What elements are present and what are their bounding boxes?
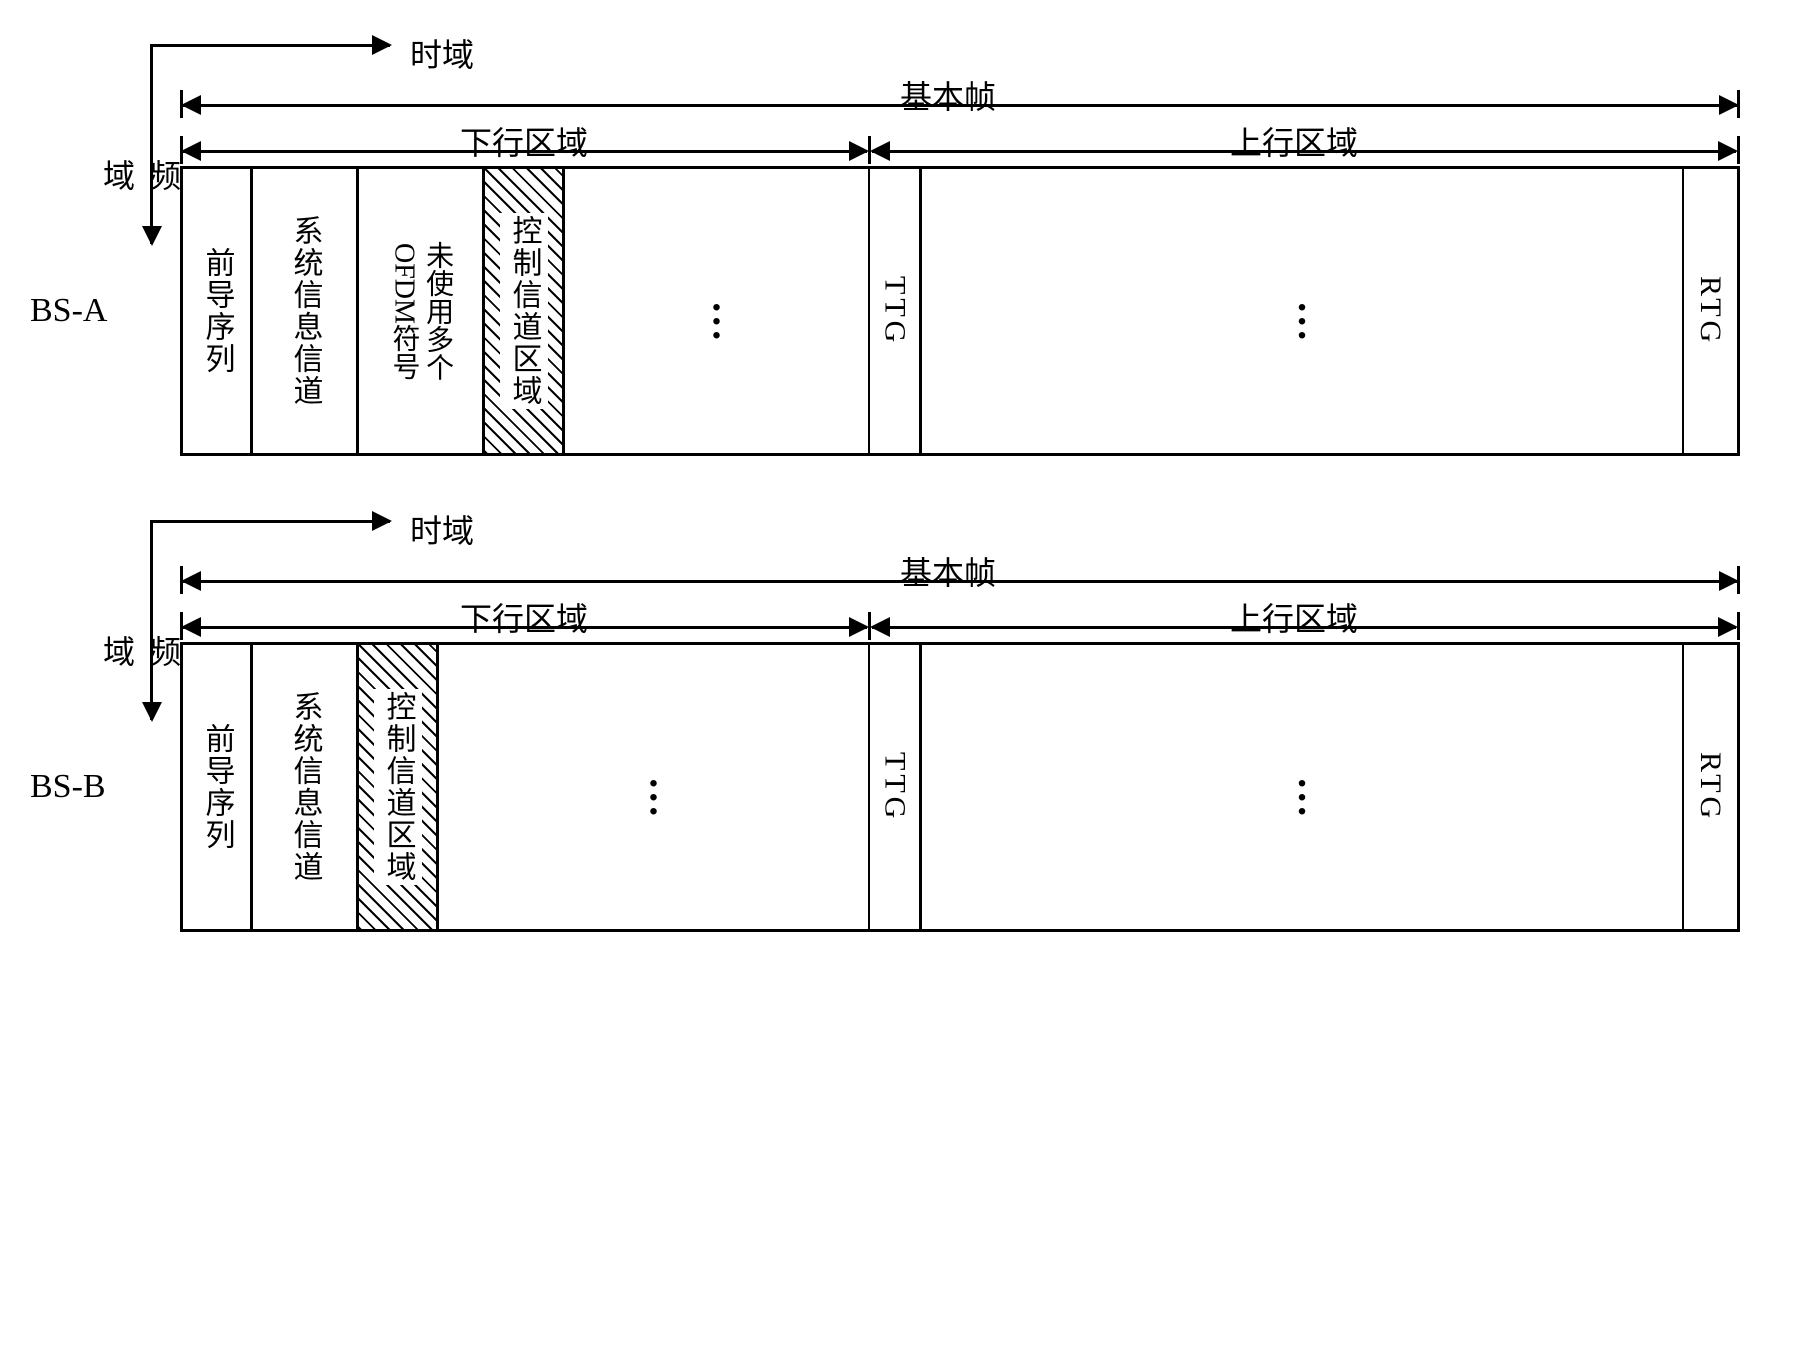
bs-b-label: BS-B (20, 768, 180, 806)
frame-a: 前导序列 系统信息信道 未使用多个 OFDM符号 控制信道区域 ... TTG (180, 166, 1740, 456)
frame-row-a: BS-A 前导序列 系统信息信道 未使用多个 OFDM符号 控制信道区域 ... (20, 166, 1785, 456)
seg-ctrl-region: 控制信道区域 (485, 169, 565, 453)
seg-sys-info: 系统信息信道 (253, 169, 359, 453)
range-arrows-a: 基本帧 下行区域 上行区域 (180, 70, 1785, 162)
basic-frame-range: 基本帧 (180, 546, 1785, 592)
seg-preamble: 前导序列 (183, 645, 253, 929)
vdots-icon: ... (1297, 766, 1307, 808)
freq-axis-arrow (150, 520, 153, 720)
frame-b: 前导序列 系统信息信道 控制信道区域 ... TTG ... RTG (180, 642, 1740, 932)
downlink-label: 下行区域 (460, 118, 588, 164)
uplink-label: 上行区域 (1230, 118, 1358, 164)
diagram-bs-a: 时域 频域 基本帧 下行区域 上行区域 BS-A 前导序列 (20, 20, 1785, 456)
vdots-icon: ... (1297, 290, 1307, 332)
time-axis-arrow (150, 520, 390, 523)
freq-axis-label: 频域 (94, 159, 186, 197)
seg-rtg: RTG (1684, 169, 1736, 453)
basic-frame-label: 基本帧 (900, 548, 996, 594)
basic-frame-label: 基本帧 (900, 72, 996, 118)
seg-dl-dots: ... (565, 169, 870, 453)
seg-ul-dots: ... (922, 169, 1684, 453)
seg-preamble: 前导序列 (183, 169, 253, 453)
diagram-bs-b: 时域 频域 基本帧 下行区域 上行区域 BS-B 前导序列 (20, 496, 1785, 932)
downlink-label: 下行区域 (460, 594, 588, 640)
freq-axis-arrow (150, 44, 153, 244)
vdots-icon: ... (649, 766, 659, 808)
time-axis-arrow (150, 44, 390, 47)
basic-frame-range: 基本帧 (180, 70, 1785, 116)
seg-ttg: TTG (870, 169, 922, 453)
seg-ul-dots: ... (922, 645, 1684, 929)
seg-unused-ofdm: 未使用多个 OFDM符号 (359, 169, 485, 453)
seg-ctrl-region: 控制信道区域 (359, 645, 439, 929)
seg-ttg: TTG (870, 645, 922, 929)
axis-row-b: 时域 频域 (20, 496, 1785, 546)
seg-rtg: RTG (1684, 645, 1736, 929)
range-arrows-b: 基本帧 下行区域 上行区域 (180, 546, 1785, 638)
seg-sys-info: 系统信息信道 (253, 645, 359, 929)
axis-row-a: 时域 频域 (20, 20, 1785, 70)
frame-row-b: BS-B 前导序列 系统信息信道 控制信道区域 ... TTG ... RTG (20, 642, 1785, 932)
vdots-icon: ... (712, 290, 722, 332)
dl-ul-range: 下行区域 上行区域 (180, 592, 1785, 638)
seg-dl-dots: ... (439, 645, 870, 929)
uplink-label: 上行区域 (1230, 594, 1358, 640)
freq-axis-label: 频域 (94, 635, 186, 673)
dl-ul-range: 下行区域 上行区域 (180, 116, 1785, 162)
bs-a-label: BS-A (20, 292, 180, 330)
